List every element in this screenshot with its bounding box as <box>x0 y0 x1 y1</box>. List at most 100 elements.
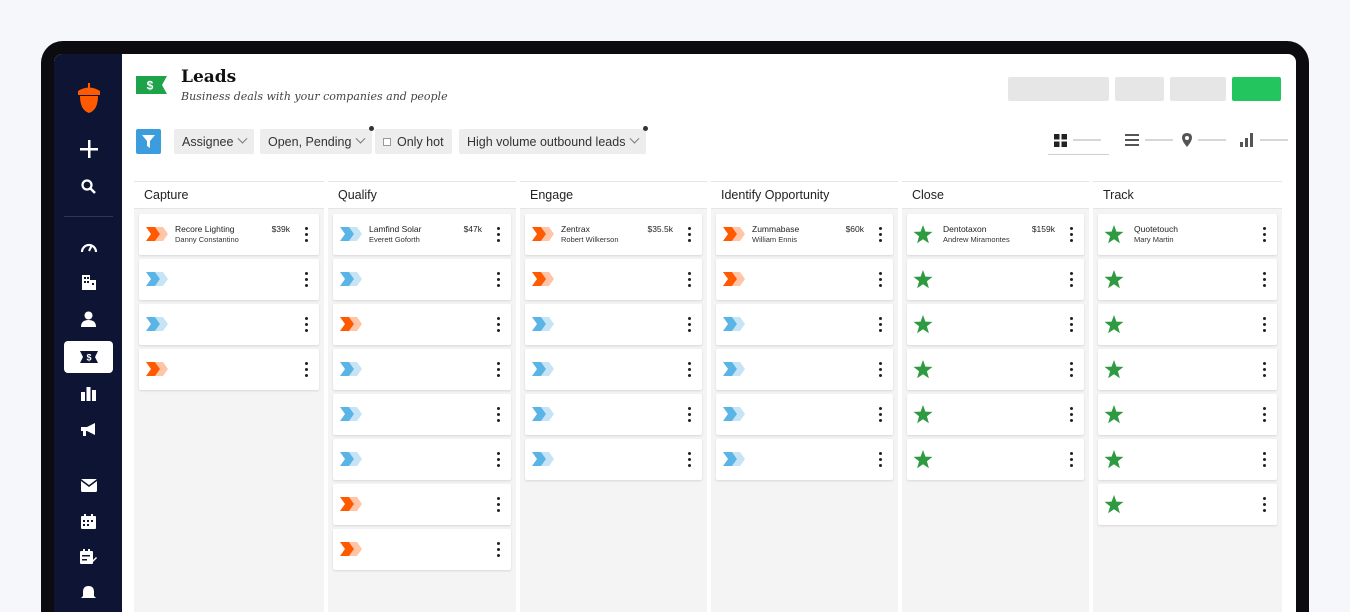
header-button-1[interactable] <box>1008 77 1109 101</box>
status-filter[interactable]: Open, Pending <box>260 126 375 154</box>
more-options-icon[interactable] <box>879 227 883 245</box>
reports-bar-chart-icon[interactable] <box>64 378 113 408</box>
more-options-icon[interactable] <box>1070 227 1074 245</box>
header-button-3[interactable] <box>1170 77 1226 101</box>
column-header[interactable]: Engage <box>520 181 707 209</box>
column-header[interactable]: Identify Opportunity <box>711 181 898 209</box>
more-options-icon[interactable] <box>497 362 501 380</box>
more-options-icon[interactable] <box>497 317 501 335</box>
deal-card[interactable] <box>333 529 511 570</box>
filter-button[interactable] <box>136 129 161 154</box>
deal-card[interactable] <box>333 349 511 390</box>
more-options-icon[interactable] <box>1070 317 1074 335</box>
deal-card[interactable] <box>525 349 702 390</box>
more-options-icon[interactable] <box>497 407 501 425</box>
deal-card[interactable] <box>525 394 702 435</box>
more-options-icon[interactable] <box>879 407 883 425</box>
more-options-icon[interactable] <box>305 362 309 380</box>
deal-card[interactable] <box>333 439 511 480</box>
only-hot-checkbox[interactable] <box>383 137 391 146</box>
notifications-icon[interactable] <box>64 578 113 608</box>
acorn-logo-icon[interactable] <box>64 83 113 113</box>
more-options-icon[interactable] <box>497 452 501 470</box>
more-options-icon[interactable] <box>1263 452 1267 470</box>
calendar-icon[interactable] <box>64 506 113 536</box>
deal-card[interactable] <box>333 304 511 345</box>
deal-card[interactable] <box>525 439 702 480</box>
companies-building-icon[interactable] <box>64 267 113 297</box>
plus-icon[interactable] <box>64 134 113 164</box>
deal-card[interactable]: Recore Lighting Danny Constantino $39k <box>139 214 319 255</box>
deal-card[interactable]: Quotetouch Mary Martin <box>1098 214 1277 255</box>
deal-card[interactable] <box>716 259 893 300</box>
deal-card[interactable] <box>907 304 1084 345</box>
deal-card[interactable] <box>907 394 1084 435</box>
more-options-icon[interactable] <box>879 317 883 335</box>
board-view-toggle[interactable] <box>1048 128 1109 155</box>
more-options-icon[interactable] <box>305 317 309 335</box>
deal-card[interactable] <box>139 349 319 390</box>
deal-card[interactable]: Zummabase William Ennis $60k <box>716 214 893 255</box>
more-options-icon[interactable] <box>879 362 883 380</box>
more-options-icon[interactable] <box>305 227 309 245</box>
deal-card[interactable] <box>1098 349 1277 390</box>
campaigns-megaphone-icon[interactable] <box>64 414 113 444</box>
column-header[interactable]: Track <box>1093 181 1282 209</box>
deal-card[interactable] <box>525 259 702 300</box>
deal-card[interactable] <box>907 349 1084 390</box>
more-options-icon[interactable] <box>1263 272 1267 290</box>
deal-card[interactable] <box>525 304 702 345</box>
deal-card[interactable] <box>333 484 511 525</box>
deal-card[interactable] <box>1098 304 1277 345</box>
deal-card[interactable]: Lamfind Solar Everett Goforth $47k <box>333 214 511 255</box>
deal-card[interactable]: Dentotaxon Andrew Miramontes $159k <box>907 214 1084 255</box>
more-options-icon[interactable] <box>1263 497 1267 515</box>
deals-money-icon[interactable]: $ <box>64 341 113 373</box>
more-options-icon[interactable] <box>305 272 309 290</box>
more-options-icon[interactable] <box>879 452 883 470</box>
deal-card[interactable] <box>716 349 893 390</box>
deal-card[interactable] <box>333 259 511 300</box>
more-options-icon[interactable] <box>1070 362 1074 380</box>
more-options-icon[interactable] <box>688 227 692 245</box>
deal-card[interactable] <box>907 259 1084 300</box>
more-options-icon[interactable] <box>1070 407 1074 425</box>
map-view-toggle[interactable] <box>1182 128 1226 152</box>
deal-card[interactable] <box>139 259 319 300</box>
more-options-icon[interactable] <box>497 497 501 515</box>
column-header[interactable]: Capture <box>134 181 324 209</box>
list-view-toggle[interactable] <box>1125 128 1173 152</box>
chart-view-toggle[interactable] <box>1240 128 1288 152</box>
column-header[interactable]: Close <box>902 181 1089 209</box>
search-icon[interactable] <box>64 171 113 201</box>
deal-card[interactable] <box>1098 439 1277 480</box>
deal-card[interactable] <box>716 439 893 480</box>
more-options-icon[interactable] <box>688 272 692 290</box>
more-options-icon[interactable] <box>688 407 692 425</box>
more-options-icon[interactable] <box>497 272 501 290</box>
more-options-icon[interactable] <box>688 317 692 335</box>
email-envelope-icon[interactable] <box>64 470 113 500</box>
deal-card[interactable]: Zentrax Robert Wilkerson $35.5k <box>525 214 702 255</box>
more-options-icon[interactable] <box>497 227 501 245</box>
deal-card[interactable] <box>1098 484 1277 525</box>
more-options-icon[interactable] <box>1263 407 1267 425</box>
more-options-icon[interactable] <box>688 452 692 470</box>
deal-card[interactable] <box>716 304 893 345</box>
primary-action-button[interactable] <box>1232 77 1281 101</box>
more-options-icon[interactable] <box>879 272 883 290</box>
only-hot-toggle[interactable]: Only hot <box>375 129 452 154</box>
more-options-icon[interactable] <box>497 542 501 560</box>
header-button-2[interactable] <box>1115 77 1164 101</box>
more-options-icon[interactable] <box>1263 227 1267 245</box>
more-options-icon[interactable] <box>1263 317 1267 335</box>
more-options-icon[interactable] <box>1070 452 1074 470</box>
pipeline-filter[interactable]: High volume outbound leads <box>459 126 649 154</box>
more-options-icon[interactable] <box>1070 272 1074 290</box>
more-options-icon[interactable] <box>1263 362 1267 380</box>
more-options-icon[interactable] <box>688 362 692 380</box>
dashboard-gauge-icon[interactable] <box>64 231 113 261</box>
column-header[interactable]: Qualify <box>328 181 516 209</box>
deal-card[interactable] <box>139 304 319 345</box>
person-icon[interactable] <box>64 304 113 334</box>
